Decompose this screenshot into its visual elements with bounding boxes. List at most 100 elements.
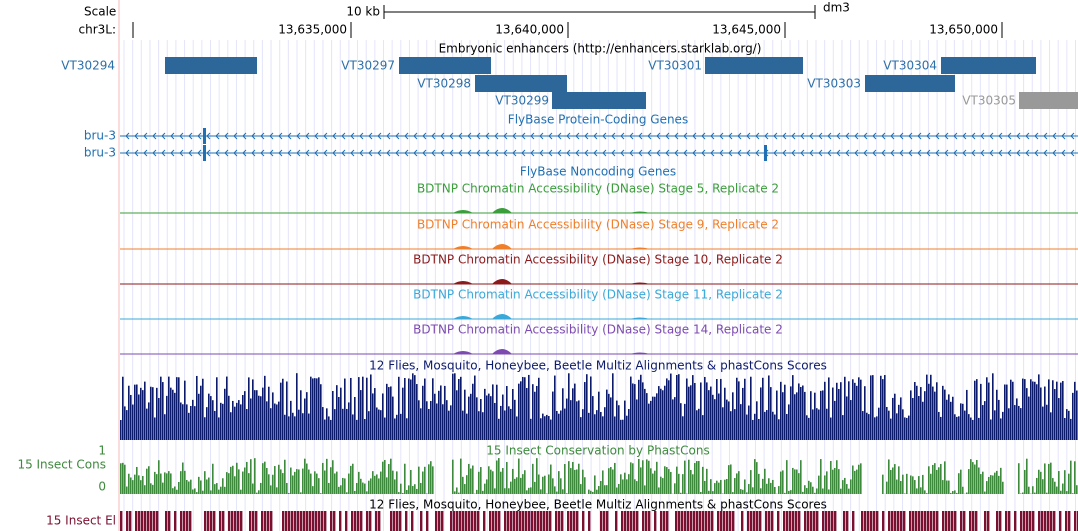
signal-peak (630, 352, 650, 354)
score-bar (668, 380, 670, 440)
element (699, 511, 702, 531)
score-bar (192, 489, 194, 494)
score-bar (206, 407, 208, 440)
element (930, 511, 933, 531)
strand-arrow (665, 149, 670, 157)
score-bar (646, 393, 648, 440)
score-bar (366, 377, 368, 440)
strand-arrow (629, 149, 634, 157)
score-bar (898, 404, 900, 440)
element (219, 511, 222, 531)
strand-arrow (917, 149, 922, 157)
strand-arrow (791, 132, 796, 140)
score-bar (556, 410, 558, 440)
strand-arrow (566, 132, 571, 140)
score-bar (880, 375, 882, 440)
element (888, 511, 891, 531)
score-bar (994, 472, 996, 494)
strand-arrow (728, 149, 733, 157)
strand-arrow (503, 149, 508, 157)
strand-arrow (368, 149, 373, 157)
element (588, 511, 591, 531)
element (333, 511, 336, 531)
score-bar (542, 476, 544, 494)
score-bar (588, 489, 590, 494)
strand-arrow (692, 132, 697, 140)
score-bar (194, 488, 196, 494)
score-bar (770, 482, 772, 494)
score-bar (994, 410, 996, 440)
score-bar (460, 376, 462, 440)
score-bar (554, 375, 556, 440)
score-bar (560, 410, 562, 440)
score-bar (346, 492, 348, 494)
score-bar (564, 408, 566, 440)
score-bar (128, 473, 130, 494)
element (147, 511, 150, 531)
strand-arrow (296, 132, 301, 140)
score-bar (656, 461, 658, 494)
score-bar (232, 400, 234, 440)
score-bar (850, 400, 852, 440)
score-bar (234, 406, 236, 440)
strand-arrow (521, 132, 526, 140)
score-bar (298, 409, 300, 440)
element (249, 511, 252, 531)
element (624, 511, 627, 531)
strand-arrow (809, 132, 814, 140)
score-bar (478, 471, 480, 494)
score-bar (886, 481, 888, 494)
score-bar (608, 393, 610, 440)
score-bar (1062, 381, 1064, 440)
score-bar (884, 375, 886, 440)
strand-arrow (863, 149, 868, 157)
score-bar (800, 386, 802, 440)
score-bar (894, 464, 896, 494)
score-bar (254, 458, 256, 494)
score-bar (524, 470, 526, 494)
score-bar (558, 413, 560, 440)
score-bar (982, 405, 984, 440)
score-bar (408, 485, 410, 494)
score-bar (398, 376, 400, 440)
strand-arrow (467, 149, 472, 157)
element (807, 511, 810, 531)
score-bar (584, 477, 586, 494)
score-bar (634, 384, 636, 440)
score-bar (212, 400, 214, 440)
gene-label: bru-3 (84, 146, 116, 160)
strand-arrow (152, 149, 157, 157)
strand-arrow (269, 132, 274, 140)
score-bar (296, 373, 298, 440)
element (207, 511, 210, 531)
score-bar (792, 467, 794, 494)
strand-arrow (179, 149, 184, 157)
score-bar (458, 379, 460, 440)
element (345, 511, 348, 531)
score-bar (818, 475, 820, 494)
score-bar (622, 479, 624, 494)
score-bar (264, 461, 266, 494)
score-bar (520, 381, 522, 440)
score-bar (306, 463, 308, 494)
element (1029, 511, 1032, 531)
score-bar (834, 467, 836, 494)
strand-arrow (422, 149, 427, 157)
score-bar (606, 485, 608, 494)
score-bar (726, 399, 728, 440)
score-bar (892, 467, 894, 494)
score-bar (426, 401, 428, 440)
strand-arrow (512, 149, 517, 157)
element (330, 511, 333, 531)
score-bar (570, 400, 572, 440)
strand-arrow (485, 132, 490, 140)
score-bar (408, 378, 410, 440)
strand-arrow (395, 132, 400, 140)
enhancer-box (399, 57, 491, 74)
score-bar (558, 471, 560, 494)
strand-arrow (251, 132, 256, 140)
track-title: BDTNP Chromatin Accessibility (DNase) St… (417, 218, 779, 232)
element (951, 511, 954, 531)
strand-arrow (1007, 149, 1012, 157)
score-bar (482, 412, 484, 440)
